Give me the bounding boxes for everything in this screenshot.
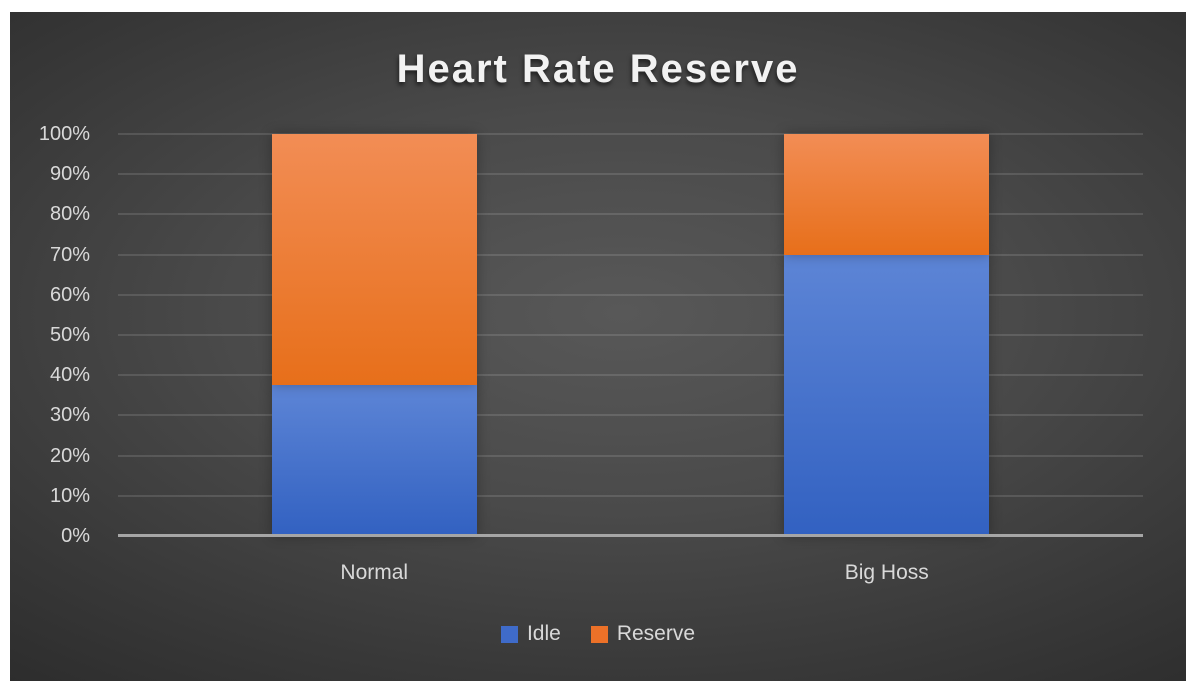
chart-legend: Idle Reserve	[10, 619, 1186, 649]
y-tick-label-40: 40%	[49, 364, 90, 387]
gridline-30	[118, 414, 1143, 417]
y-tick-label-30: 30%	[49, 404, 90, 427]
x-category-label-big-hoss: Big Hoss	[844, 561, 929, 584]
y-tick-label-10: 10%	[49, 484, 90, 507]
x-category-label-normal: Normal	[340, 561, 409, 584]
gridline-40	[118, 374, 1143, 377]
legend-swatch-idle	[500, 625, 518, 643]
y-tick-label-100: 100%	[38, 123, 90, 145]
gridline-70	[118, 253, 1143, 256]
gridline-20	[118, 454, 1143, 457]
legend-item-idle: Idle	[500, 622, 561, 646]
gridline-100	[118, 133, 1143, 135]
legend-swatch-reserve	[590, 625, 608, 643]
bar-segment-reserve-normal	[271, 134, 477, 386]
bar-segment-idle-normal	[271, 385, 477, 536]
y-tick-label-20: 20%	[49, 444, 90, 467]
plot-area: 0% 10% 20% 30% 40% 50% 60% 70% 80% 90% 100% Normal B…	[10, 12, 1186, 681]
legend-label-idle: Idle	[526, 622, 561, 645]
y-tick-label-50: 50%	[49, 324, 90, 346]
chart-slide: Heart Rate Reserve 0% 10% 20% 30% 40% 50% 60% 7…	[10, 12, 1186, 681]
gridline-50	[118, 334, 1143, 336]
gridline-60	[118, 293, 1143, 296]
legend-item-reserve: Reserve	[590, 622, 696, 646]
bar-segment-reserve-big-hoss	[784, 134, 990, 255]
bar-segment-idle-big-hoss	[784, 254, 990, 536]
chart-title: Heart Rate Reserve	[396, 47, 800, 91]
y-tick-label-60: 60%	[49, 283, 90, 306]
gridline-90	[118, 173, 1143, 176]
y-tick-label-0: 0%	[61, 525, 90, 547]
x-axis-line	[118, 534, 1143, 537]
y-tick-label-90: 90%	[49, 163, 90, 186]
gridline-10	[118, 494, 1143, 497]
y-tick-label-80: 80%	[49, 203, 90, 226]
legend-label-reserve: Reserve	[616, 622, 696, 645]
gridline-80	[118, 213, 1143, 216]
y-tick-label-70: 70%	[49, 243, 90, 266]
